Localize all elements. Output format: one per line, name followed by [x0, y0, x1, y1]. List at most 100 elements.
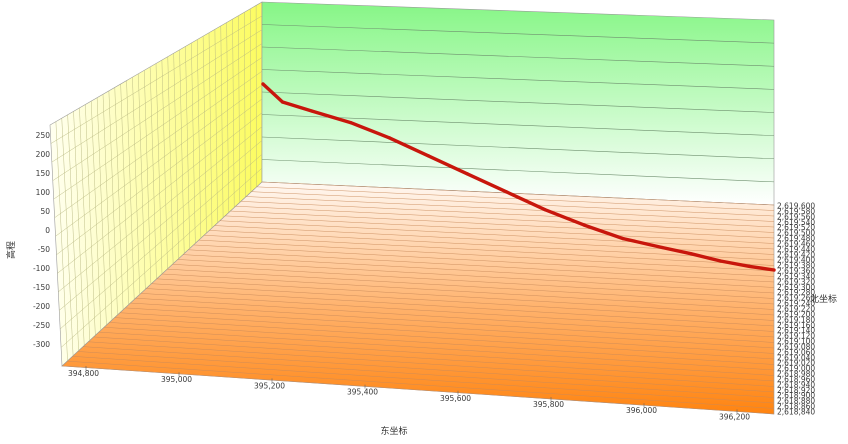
y-tick-label: 2,619,020 [777, 359, 815, 368]
floor-grid-line [77, 351, 775, 398]
x-tick-label: 396,200 [719, 412, 750, 421]
series-line-0 [261, 82, 776, 272]
floor-grid-line [251, 191, 775, 217]
side-grid-line [179, 49, 185, 254]
series-point [582, 223, 586, 227]
y-tick-label: 2,618,840 [777, 408, 815, 417]
floor-grid-line [172, 264, 775, 299]
y-tick-label: 2,619,560 [777, 212, 815, 221]
floor-grid-line [125, 307, 775, 349]
side-grid-line [50, 15, 263, 144]
floor-grid-line [146, 288, 775, 327]
floor-grid-line [119, 312, 775, 354]
series-point [718, 259, 723, 263]
side-grid-line [55, 121, 68, 361]
grid-lines [50, 5, 775, 415]
floor-grid-line [240, 201, 775, 228]
y-tick-label: 2,619,040 [777, 353, 815, 362]
side-grid-line [202, 36, 207, 234]
x-tick-label: 395,800 [533, 400, 564, 409]
z-axis-label: 高程 [5, 241, 17, 259]
floor-grid-line [151, 283, 775, 321]
z-tick-label: -150 [33, 283, 50, 292]
series-point [387, 136, 392, 140]
z-tick-label: -50 [38, 245, 50, 254]
tick-labels: 250 200 150 100 50 0 -50 -100 -150 -200 -250 -300 2,… [33, 131, 815, 421]
side-grid-line [59, 140, 263, 311]
z-tick-label: 0 [45, 226, 50, 235]
side-grid-line [138, 73, 146, 290]
floor-grid-line [130, 302, 775, 343]
y-tick-label: 2,619,060 [777, 348, 815, 357]
y-tick-label: 2,619,280 [777, 288, 815, 297]
side-grid-line [73, 111, 85, 346]
y-tick-label: 2,619,220 [777, 305, 815, 314]
y-tick-label: 2,619,380 [777, 261, 815, 270]
series-point [349, 121, 353, 125]
series-point [689, 252, 693, 256]
floor-grid-line [261, 181, 775, 206]
floor-grid-line [83, 346, 775, 393]
side-grid-line [57, 112, 263, 274]
y-tick-label: 2,618,900 [777, 391, 815, 400]
floor-grid-line [193, 244, 775, 277]
back-grid-line [261, 46, 775, 67]
side-grid-line [208, 32, 213, 229]
y-tick-label: 2,619,140 [777, 326, 815, 335]
floor-grid-line [88, 341, 775, 387]
y-tick-label: 2,619,200 [777, 310, 815, 319]
side-grid-line [167, 56, 174, 264]
floor-grid-line [225, 215, 775, 244]
floor-grid-line [93, 336, 775, 382]
floor-grid-line [246, 196, 775, 222]
y-tick-label: 2,618,980 [777, 370, 815, 379]
series-point [748, 264, 752, 268]
side-grid-line [114, 87, 124, 310]
floor-grid-line [204, 235, 775, 266]
floor-grid-line [177, 259, 775, 294]
back-grid-line [261, 136, 775, 160]
back-grid-line [261, 24, 775, 44]
y-tick-label: 2,619,540 [777, 218, 815, 227]
y-tick-label: 2,619,160 [777, 321, 815, 330]
series-point [660, 245, 664, 250]
z-tick-label: 100 [36, 188, 51, 197]
side-grid-line [55, 84, 263, 237]
y-tick-label: 2,619,340 [777, 272, 815, 281]
z-tick-label: -250 [33, 321, 50, 330]
x-tick-label: 395,200 [254, 381, 285, 390]
floor-grid-line [109, 322, 775, 365]
z-tick-label: -300 [33, 340, 50, 349]
y-axis-label: 北坐标 [810, 293, 837, 305]
x-tick-label: 395,600 [440, 394, 471, 403]
y-tick-label: 2,619,480 [777, 234, 815, 243]
side-grid-line [249, 8, 252, 193]
y-tick-label: 2,618,920 [777, 386, 815, 395]
floor-grid-line [188, 249, 775, 283]
y-tick-label: 2,619,180 [777, 315, 815, 324]
side-grid-line [214, 29, 218, 223]
floor-grid-line [104, 327, 775, 371]
side-grid-line [191, 42, 196, 244]
floor-grid-line [214, 225, 775, 255]
side-grid-line [85, 104, 96, 336]
floor-grid-line [209, 230, 775, 261]
y-tick-label: 2,619,240 [777, 299, 815, 308]
y-tick-label: 2,619,120 [777, 332, 815, 341]
floor-grid-line [230, 210, 775, 239]
side-grid-line [53, 57, 263, 200]
side-grid-line [143, 70, 152, 285]
side-grid-line [161, 60, 168, 269]
side-grid-line [60, 154, 263, 330]
side-grid-line [185, 46, 191, 249]
floor-grid-line [235, 205, 775, 233]
y-tick-label: 2,619,500 [777, 229, 815, 238]
side-grid-line [67, 114, 79, 351]
floor-grid-line [183, 254, 775, 288]
y-tick-label: 2,619,400 [777, 256, 815, 265]
series-point [543, 208, 547, 212]
side-grid-line [196, 39, 202, 239]
floor-grid-line [256, 186, 775, 211]
y-tick-label: 2,619,600 [777, 202, 815, 211]
